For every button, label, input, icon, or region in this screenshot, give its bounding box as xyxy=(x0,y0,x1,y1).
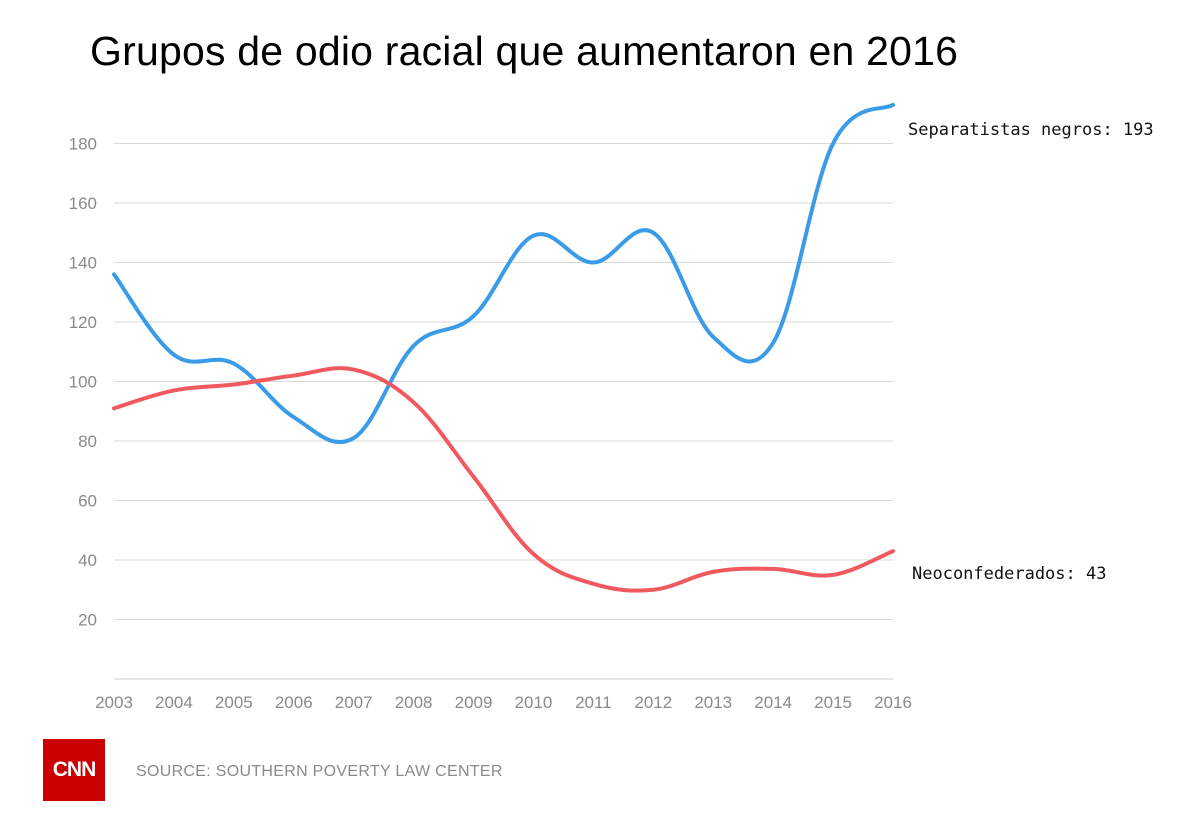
x-tick-label-2010: 2010 xyxy=(515,693,553,712)
series-label-separatistas-negros: Separatistas negros: 193 xyxy=(908,120,1154,140)
y-tick-label-80: 80 xyxy=(78,432,97,451)
y-tick-label-60: 60 xyxy=(78,492,97,511)
x-tick-label-2008: 2008 xyxy=(395,693,433,712)
x-tick-label-2005: 2005 xyxy=(215,693,253,712)
x-tick-label-2016: 2016 xyxy=(874,693,912,712)
line-chart: 20 40 60 80 100 120 140 160 180 2003 2004 2005 2006… xyxy=(69,102,1154,712)
y-tick-label-120: 120 xyxy=(69,313,97,332)
y-tick-label-160: 160 xyxy=(69,194,97,213)
series-line-neoconfederados xyxy=(112,366,895,593)
series-lines xyxy=(112,102,895,593)
x-tick-label-2007: 2007 xyxy=(335,693,373,712)
x-tick-label-2009: 2009 xyxy=(455,693,493,712)
x-tick-label-2014: 2014 xyxy=(754,693,792,712)
series-labels: Separatistas negros: 193 Neoconfederados:… xyxy=(908,120,1154,584)
x-tick-label-2015: 2015 xyxy=(814,693,852,712)
x-tick-label-2004: 2004 xyxy=(155,693,193,712)
series-line-separatistas-negros xyxy=(112,102,895,445)
y-tick-label-180: 180 xyxy=(69,135,97,154)
chart-title: Grupos de odio racial que aumentaron en … xyxy=(90,28,959,74)
x-tick-label-2011: 2011 xyxy=(575,693,612,712)
cnn-logo: CNN xyxy=(43,739,105,801)
x-tick-label-2012: 2012 xyxy=(634,693,672,712)
y-tick-label-140: 140 xyxy=(69,254,97,273)
series-label-neoconfederados: Neoconfederados: 43 xyxy=(912,564,1106,584)
x-axis-tick-labels: 2003 2004 2005 2006 2007 2008 2009 2010 2011 2012… xyxy=(95,693,912,712)
footer: CNN SOURCE: SOUTHERN POVERTY LAW CENTER xyxy=(43,739,503,801)
source-credit: SOURCE: SOUTHERN POVERTY LAW CENTER xyxy=(136,763,503,780)
y-tick-label-20: 20 xyxy=(78,611,97,630)
x-tick-label-2003: 2003 xyxy=(95,693,133,712)
x-tick-label-2013: 2013 xyxy=(694,693,732,712)
y-tick-label-40: 40 xyxy=(78,551,97,570)
y-tick-label-100: 100 xyxy=(69,373,97,392)
y-axis-tick-labels: 20 40 60 80 100 120 140 160 180 xyxy=(69,135,97,630)
grid-lines xyxy=(114,143,893,620)
x-tick-label-2006: 2006 xyxy=(275,693,313,712)
